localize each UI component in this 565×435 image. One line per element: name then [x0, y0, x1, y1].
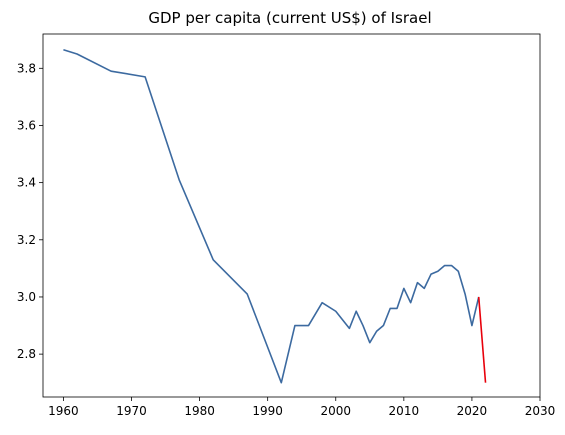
series-line-1	[477, 296, 487, 383]
y-tick-label: 3.4	[17, 176, 36, 190]
x-tick-label: 1990	[252, 404, 283, 418]
y-tick-label: 3.6	[17, 118, 36, 132]
x-tick-label: 2010	[389, 404, 420, 418]
y-tick-label: 3.2	[17, 233, 36, 247]
series-line-0	[63, 48, 480, 384]
x-tick-label: 2020	[457, 404, 488, 418]
y-tick-label: 3.8	[17, 61, 36, 75]
axes: 1960 1970 1980 1990 2000 2010 2020 2030 2.8 3.0 3.…	[17, 33, 556, 418]
x-tick-label: 2000	[320, 404, 351, 418]
x-tick-label: 2030	[525, 404, 556, 418]
plot-area	[63, 48, 487, 384]
y-tick-label: 3.0	[17, 290, 36, 304]
x-tick-label: 1960	[48, 404, 79, 418]
chart-title: GDP per capita (current US$) of Israel	[148, 9, 431, 27]
x-tick-label: 1970	[116, 404, 147, 418]
axes-frame	[42, 33, 541, 398]
x-tick-label: 1980	[184, 404, 215, 418]
y-tick-label: 2.8	[17, 347, 36, 361]
